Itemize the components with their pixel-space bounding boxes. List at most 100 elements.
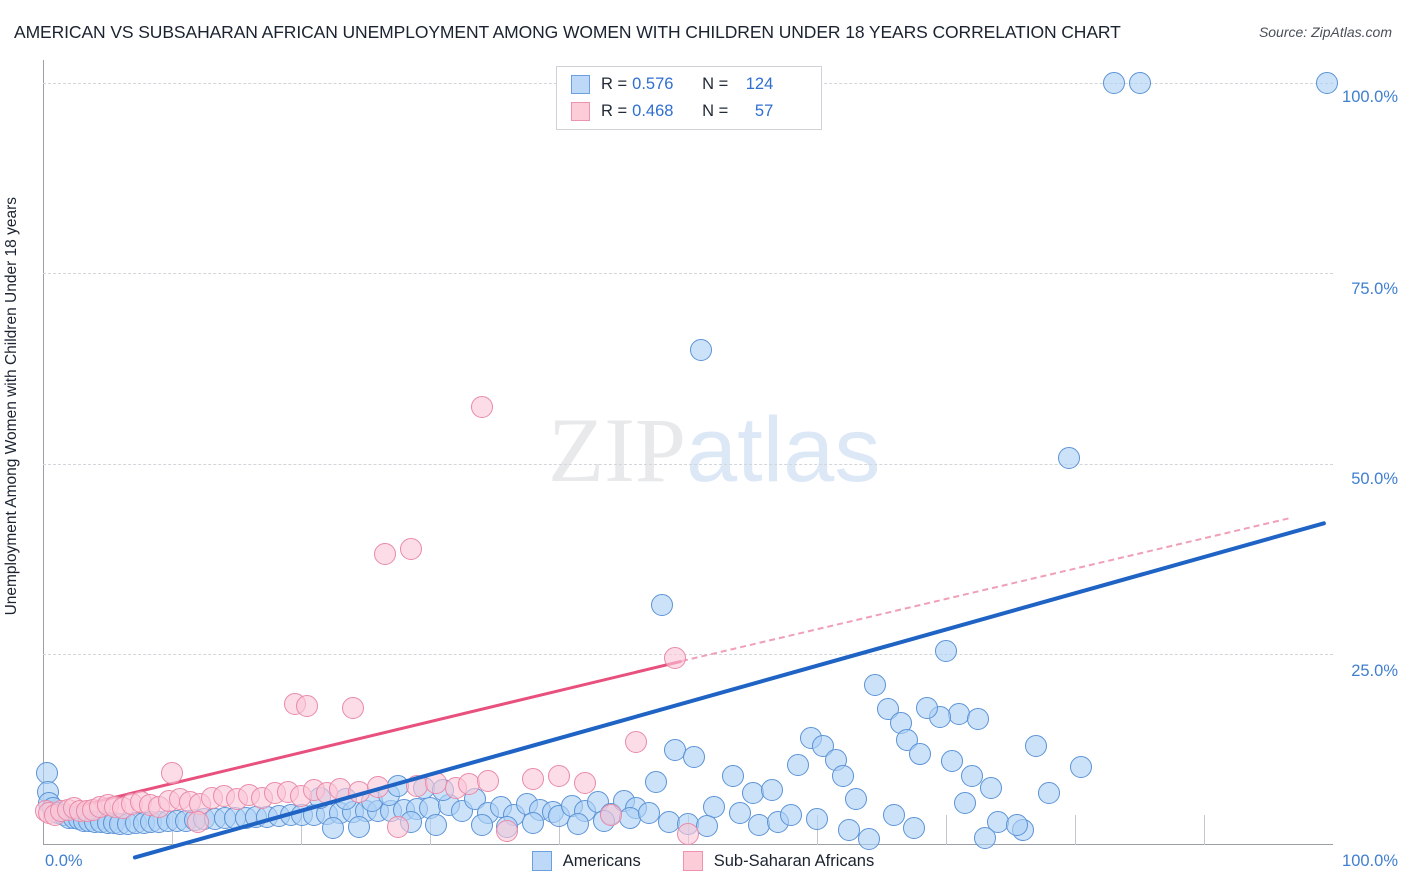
legend-swatch-americans-icon: [571, 75, 590, 94]
data-point-americans[interactable]: [689, 338, 712, 361]
stats-row-americans: R = 0.576 N = 124: [571, 71, 807, 98]
x-axis-min-label: 0.0%: [45, 852, 83, 870]
legend-color-americans-icon: [531, 851, 552, 871]
data-point-americans[interactable]: [954, 792, 977, 815]
data-point-americans[interactable]: [967, 708, 990, 731]
data-point-americans[interactable]: [909, 742, 932, 765]
data-point-subsaharan[interactable]: [522, 768, 545, 791]
data-point-americans[interactable]: [806, 808, 828, 831]
data-point-americans[interactable]: [425, 814, 448, 837]
data-point-americans[interactable]: [915, 696, 938, 719]
data-point-americans[interactable]: [980, 776, 1003, 799]
legend-item-subsaharan[interactable]: Sub-Saharan Africans: [682, 851, 875, 871]
stats-r-label-subsaharan: R =: [601, 102, 628, 120]
data-point-subsaharan[interactable]: [161, 761, 183, 784]
data-point-americans[interactable]: [683, 746, 706, 769]
data-point-subsaharan[interactable]: [399, 538, 422, 561]
data-point-americans[interactable]: [941, 750, 964, 773]
gridline-75: [43, 273, 1333, 275]
legend-color-subsaharan-icon: [682, 851, 703, 871]
stats-n-label-americans: N =: [702, 75, 729, 93]
data-point-subsaharan[interactable]: [548, 765, 570, 788]
data-point-americans[interactable]: [760, 779, 783, 802]
data-point-subsaharan[interactable]: [457, 773, 480, 796]
correlation-stats-legend: R = 0.576 N = 124 R = 0.468 N = 57: [556, 66, 822, 130]
stats-n-value-subsaharan: 57: [754, 102, 774, 120]
data-point-americans[interactable]: [902, 817, 925, 840]
data-point-subsaharan[interactable]: [599, 803, 622, 826]
data-point-americans[interactable]: [1128, 71, 1151, 94]
x-axis-tick: [1075, 815, 1076, 845]
data-point-americans[interactable]: [864, 673, 887, 696]
data-point-americans[interactable]: [1038, 782, 1061, 805]
data-point-americans[interactable]: [857, 827, 880, 850]
x-axis-tick: [817, 815, 818, 845]
x-axis-tick: [946, 815, 947, 845]
legend-swatch-subsaharan-icon: [571, 102, 590, 121]
data-point-americans[interactable]: [522, 811, 545, 834]
y-tick-label-75: 75.0%: [1351, 280, 1398, 298]
data-point-subsaharan[interactable]: [496, 820, 519, 843]
stats-n-label-subsaharan: N =: [702, 102, 729, 120]
data-point-americans[interactable]: [1025, 734, 1048, 757]
data-point-americans[interactable]: [780, 803, 803, 826]
data-point-americans[interactable]: [644, 770, 667, 793]
data-point-subsaharan[interactable]: [296, 695, 319, 718]
data-point-americans[interactable]: [322, 817, 345, 840]
x-axis-tick: [559, 815, 560, 845]
page-title: AMERICAN VS SUBSAHARAN AFRICAN UNEMPLOYM…: [14, 22, 1121, 42]
data-point-americans[interactable]: [838, 818, 861, 841]
data-point-subsaharan[interactable]: [470, 395, 493, 418]
trendline-subsaharan-extension: [681, 517, 1289, 662]
data-point-americans[interactable]: [470, 814, 493, 837]
data-point-americans[interactable]: [1102, 71, 1125, 94]
data-point-americans[interactable]: [1057, 446, 1080, 469]
data-point-americans[interactable]: [960, 765, 983, 788]
data-point-subsaharan[interactable]: [341, 696, 364, 719]
data-point-americans[interactable]: [883, 803, 906, 826]
y-axis-title-text: Unemployment Among Women with Children U…: [3, 196, 20, 616]
x-axis-tick: [1204, 815, 1205, 845]
data-point-americans[interactable]: [786, 753, 809, 776]
scatter-plot-area: ZIPatlas: [34, 60, 1338, 861]
data-point-americans[interactable]: [651, 593, 674, 616]
data-point-americans[interactable]: [1005, 814, 1028, 837]
data-point-americans[interactable]: [722, 765, 745, 788]
y-axis-line: [43, 60, 44, 845]
y-tick-label-50: 50.0%: [1351, 470, 1398, 488]
stats-n-value-americans: 124: [745, 75, 774, 93]
data-point-americans[interactable]: [348, 816, 371, 839]
data-point-americans[interactable]: [1315, 71, 1338, 94]
legend-item-americans[interactable]: Americans: [531, 851, 641, 871]
data-point-americans[interactable]: [973, 827, 996, 850]
data-point-americans[interactable]: [831, 765, 854, 788]
stats-r-value-americans: 0.576: [632, 75, 674, 93]
legend-label-subsaharan: Sub-Saharan Africans: [713, 851, 875, 870]
y-axis-title: Unemployment Among Women with Children U…: [0, 0, 26, 892]
data-point-americans[interactable]: [728, 801, 751, 824]
data-point-americans[interactable]: [935, 639, 957, 662]
y-tick-label-100: 100.0%: [1342, 88, 1398, 106]
data-point-americans[interactable]: [741, 782, 764, 805]
watermark-zip: ZIP: [548, 399, 686, 501]
gridline-50: [43, 463, 1333, 465]
y-tick-label-25: 25.0%: [1351, 662, 1398, 680]
data-point-subsaharan[interactable]: [625, 731, 648, 754]
data-point-americans[interactable]: [844, 788, 867, 811]
data-point-subsaharan[interactable]: [186, 811, 209, 834]
data-point-subsaharan[interactable]: [477, 769, 500, 792]
data-point-subsaharan[interactable]: [677, 823, 699, 846]
data-point-americans[interactable]: [567, 812, 590, 835]
stats-r-label-americans: R =: [601, 75, 628, 93]
data-point-subsaharan[interactable]: [664, 647, 687, 670]
stats-row-subsaharan: R = 0.468 N = 57: [571, 98, 807, 125]
data-point-subsaharan[interactable]: [386, 815, 409, 838]
x-axis-tick: [301, 815, 302, 845]
series-legend: Americans Sub-Saharan Africans: [0, 851, 1406, 871]
data-point-americans[interactable]: [696, 814, 719, 837]
source-note: Source: ZipAtlas.com: [1258, 24, 1392, 40]
data-point-subsaharan[interactable]: [573, 771, 596, 794]
data-point-americans[interactable]: [1070, 756, 1093, 779]
data-point-subsaharan[interactable]: [373, 542, 396, 565]
data-point-americans[interactable]: [638, 801, 661, 824]
